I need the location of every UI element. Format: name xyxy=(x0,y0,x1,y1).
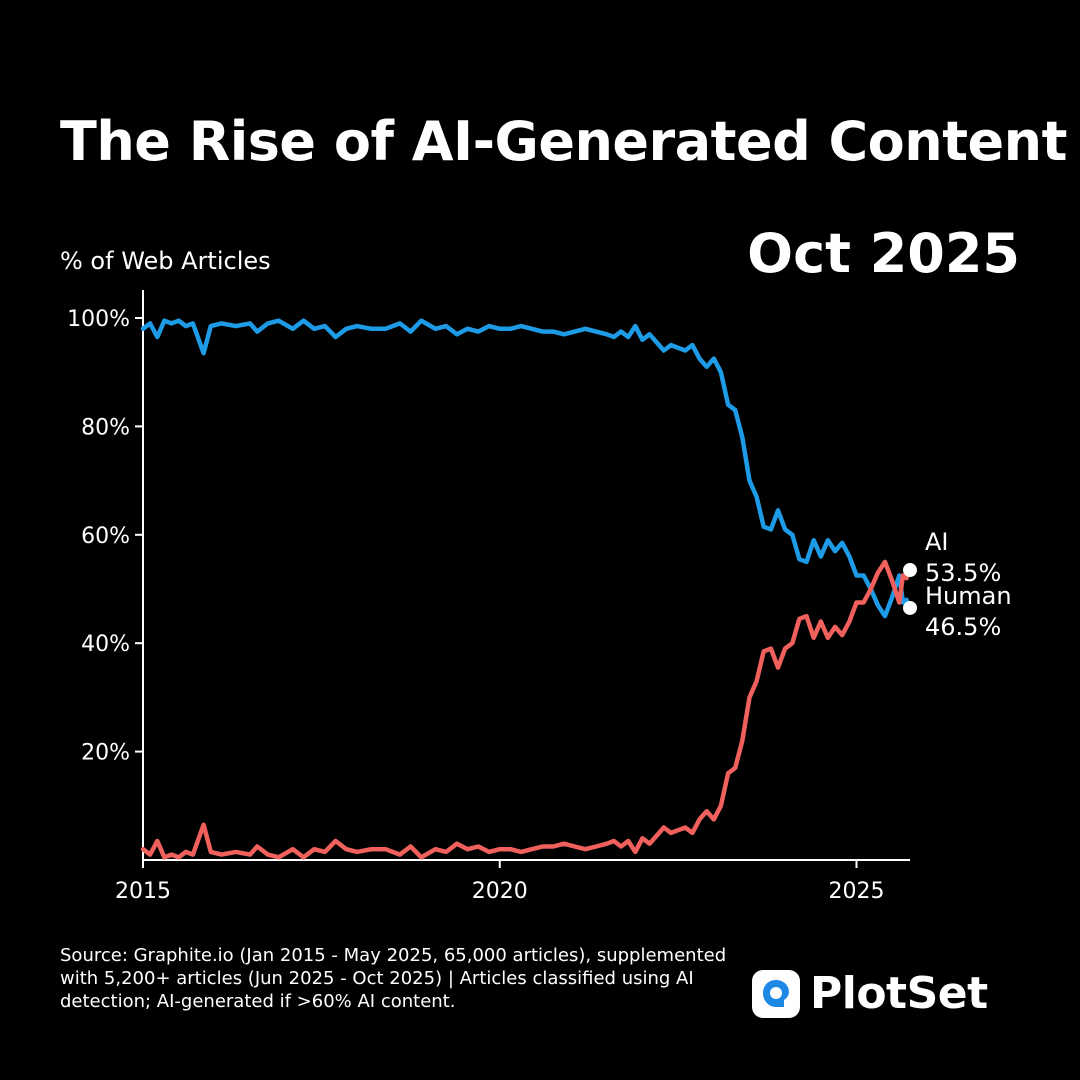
end-marker-ai xyxy=(903,563,917,578)
end-label-ai: AI xyxy=(925,528,949,556)
brand-logo: PlotSet xyxy=(752,968,988,1019)
y-tick-label: 60% xyxy=(81,524,130,549)
series-line-human xyxy=(140,318,913,619)
end-value-ai: 53.5% xyxy=(925,559,1001,587)
series-line-ai xyxy=(140,559,913,860)
end-label-human: Human xyxy=(925,582,1012,610)
chart-date: Oct 2025 xyxy=(747,222,1020,285)
source-note: Source: Graphite.io (Jan 2015 - May 2025… xyxy=(60,945,727,1012)
y-tick-label: 100% xyxy=(67,307,130,332)
y-tick-label: 80% xyxy=(81,415,130,440)
chart-title: The Rise of AI-Generated Content xyxy=(60,110,1067,173)
plotset-logo-icon xyxy=(752,969,800,1018)
y-tick-label: 40% xyxy=(81,632,130,657)
end-value-human: 46.5% xyxy=(925,613,1001,641)
x-tick-label: 2015 xyxy=(115,879,171,904)
brand-name: PlotSet xyxy=(810,968,988,1019)
x-tick-label: 2020 xyxy=(472,879,528,904)
end-marker-human xyxy=(903,600,917,615)
y-tick-label: 20% xyxy=(81,741,130,766)
x-tick-label: 2025 xyxy=(828,879,884,904)
y-axis-label: % of Web Articles xyxy=(60,247,271,275)
